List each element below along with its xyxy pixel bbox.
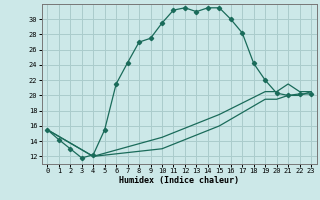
X-axis label: Humidex (Indice chaleur): Humidex (Indice chaleur)	[119, 176, 239, 185]
